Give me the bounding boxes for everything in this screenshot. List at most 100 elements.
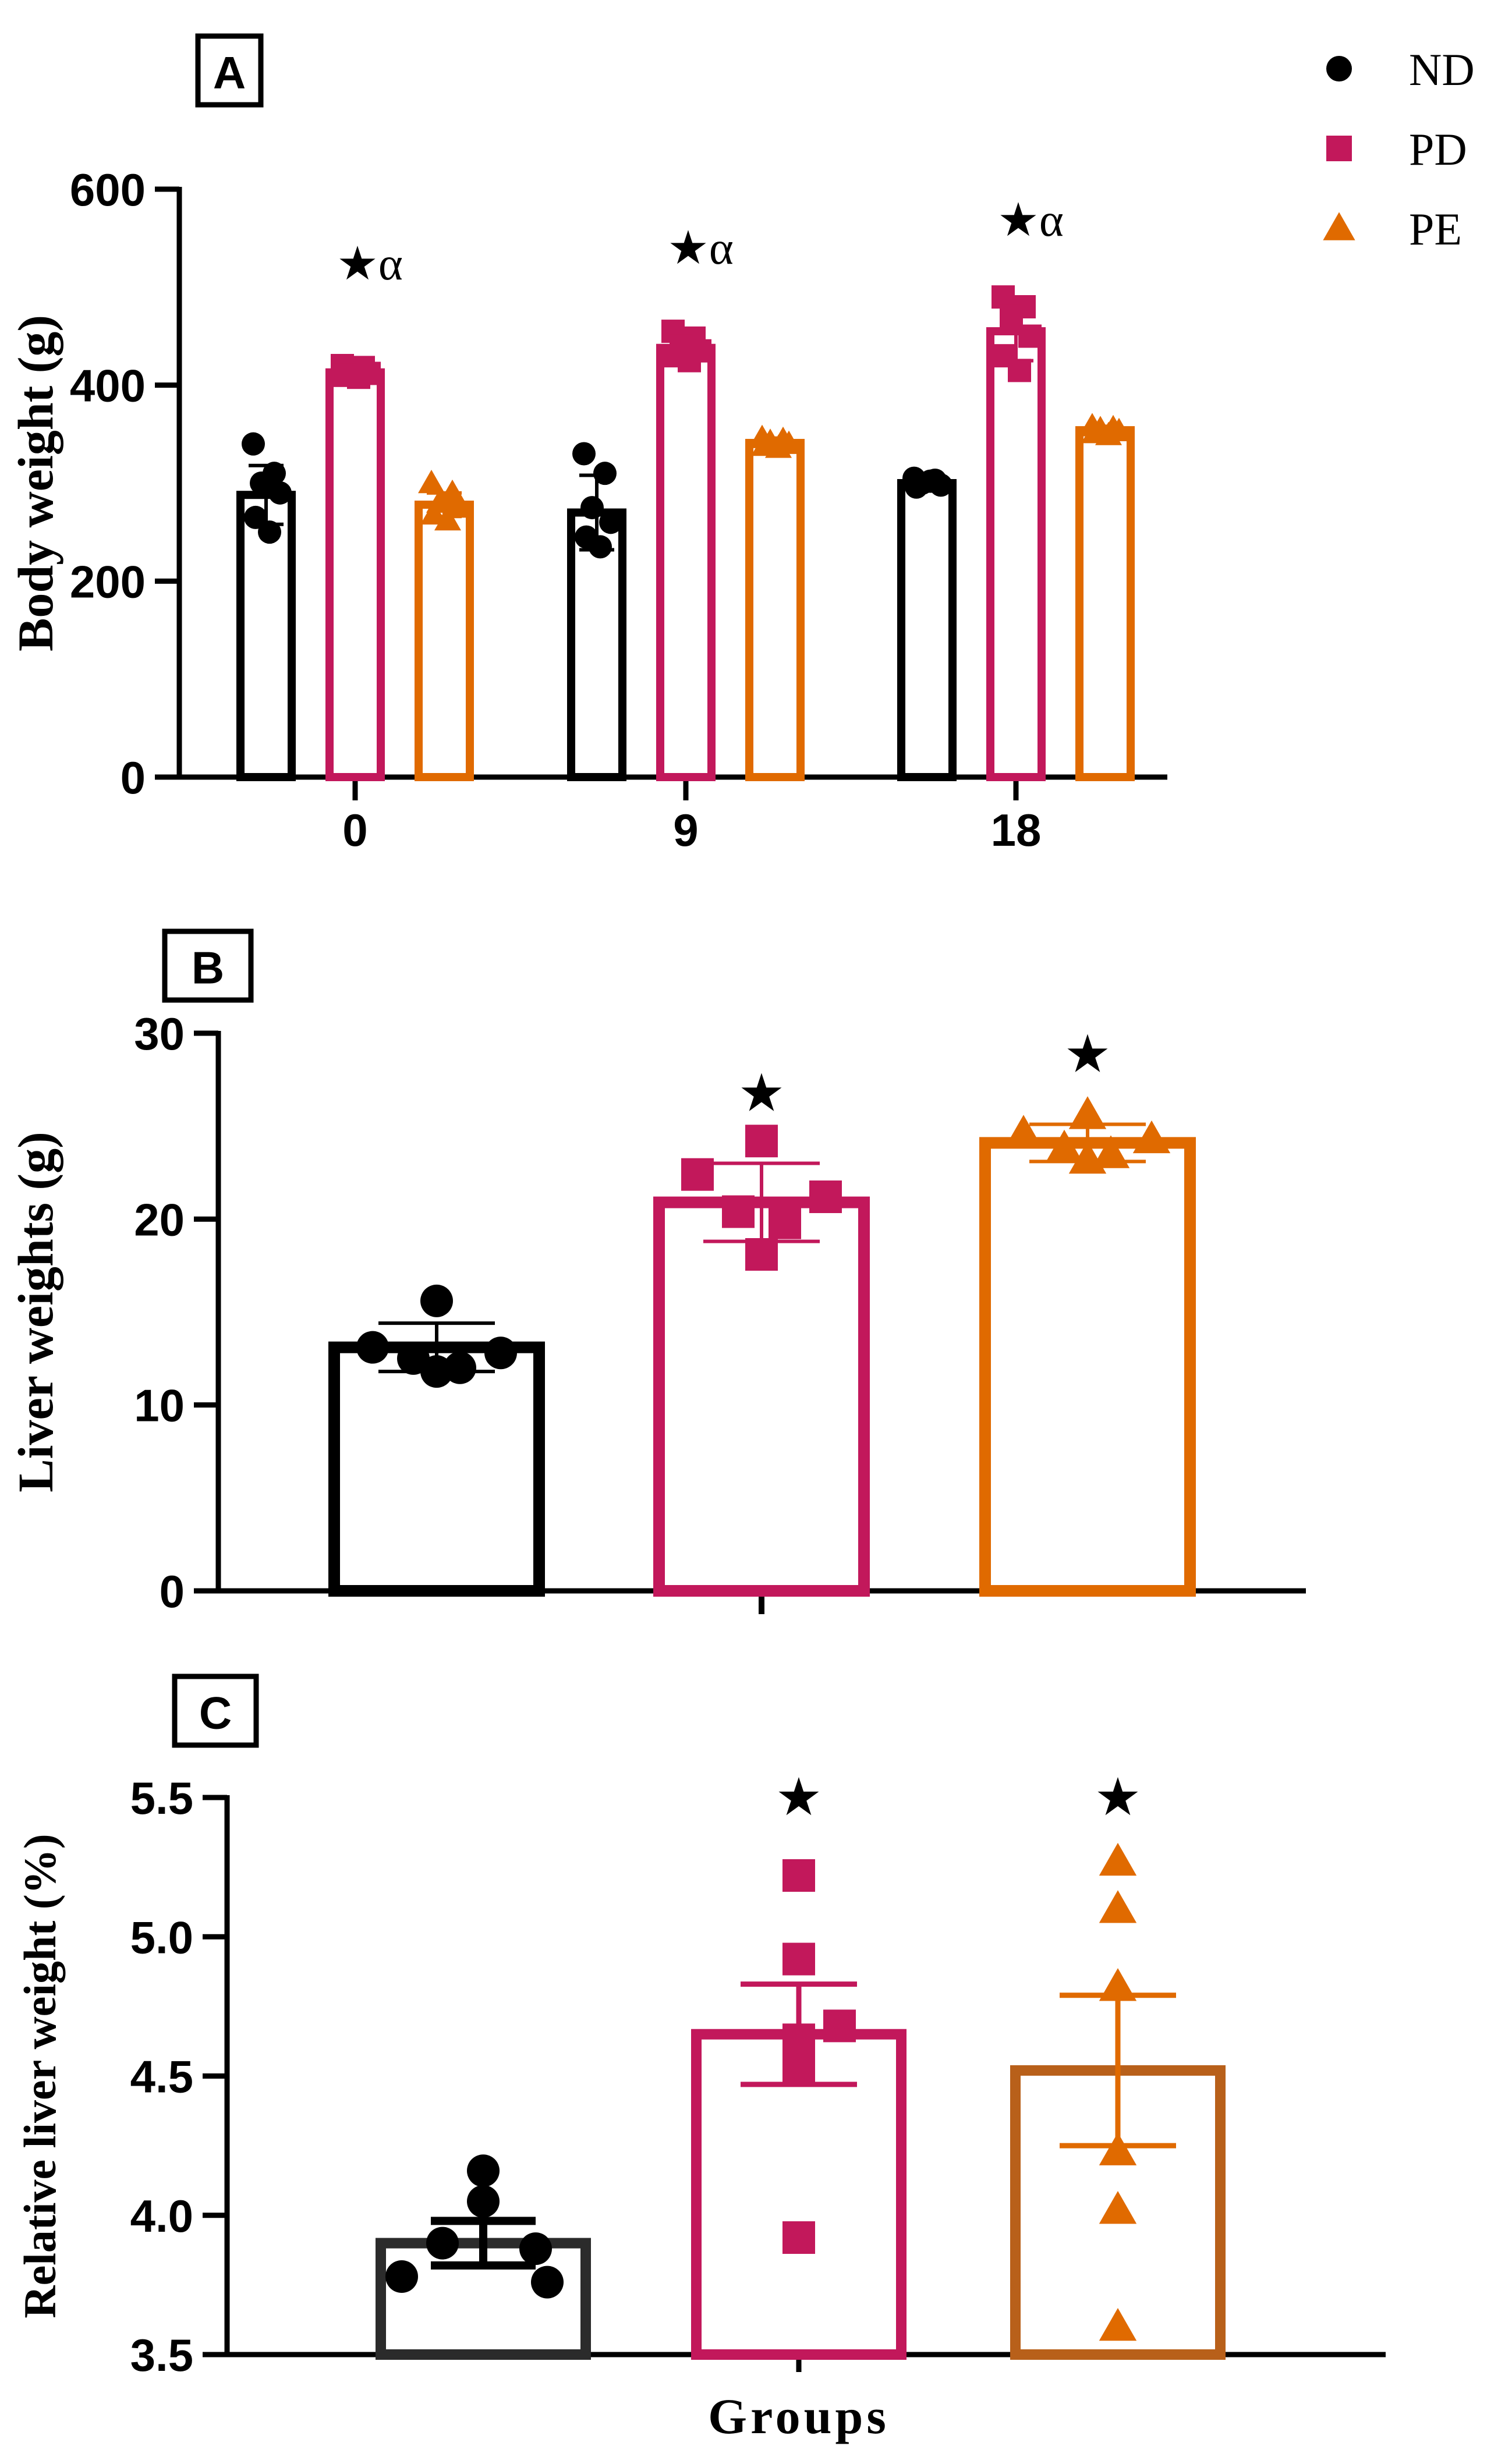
y-tick-label: 200 xyxy=(70,556,146,607)
data-point-pe xyxy=(1099,1842,1137,1876)
panel-label: C xyxy=(199,1687,232,1739)
y-tick-label: 400 xyxy=(70,360,146,412)
data-point-nd xyxy=(467,2185,500,2218)
x-tick-label: 9 xyxy=(673,804,698,856)
y-tick-label: 4.0 xyxy=(130,2190,193,2242)
panel-label-box xyxy=(195,33,264,108)
data-point-pe xyxy=(1099,2190,1137,2224)
data-point-pe xyxy=(434,506,461,531)
panel-label-box xyxy=(172,1674,259,1748)
legend-marker-pd xyxy=(1326,136,1352,161)
bar-pd-0 xyxy=(325,368,385,781)
data-point-pd xyxy=(782,2221,815,2254)
significance-annotation: ★α xyxy=(667,223,734,274)
data-point-pd xyxy=(347,366,370,389)
data-point-nd xyxy=(268,481,292,505)
significance-annotation: ★ xyxy=(1064,1026,1111,1083)
data-point-nd xyxy=(519,2232,552,2266)
x-tick-label: 18 xyxy=(991,804,1042,856)
bar-nd-18 xyxy=(897,479,957,781)
legend: ND PD PE xyxy=(1323,44,1475,254)
y-axis-label: Relative liver weight (%) xyxy=(15,1834,65,2318)
data-point-pe xyxy=(1095,421,1122,445)
data-point-pd xyxy=(681,1158,714,1191)
data-point-nd xyxy=(250,471,273,495)
panel-label: B xyxy=(192,942,224,994)
y-tick-label: 10 xyxy=(134,1380,185,1431)
y-tick-label: 600 xyxy=(70,164,146,215)
data-point-pe xyxy=(1068,1096,1107,1129)
data-point-pd xyxy=(745,1125,778,1158)
x-axis-label: Groups xyxy=(708,2388,890,2444)
data-point-pe xyxy=(1099,2307,1137,2341)
y-tick-label: 30 xyxy=(134,1008,185,1059)
data-point-pd xyxy=(782,1859,815,1892)
data-point-nd xyxy=(599,510,622,534)
bar-pe-0 xyxy=(415,501,474,781)
y-tick-label: 5.5 xyxy=(130,1772,193,1824)
data-point-nd xyxy=(580,496,604,520)
y-tick-label: 0 xyxy=(160,1566,185,1617)
data-point-nd xyxy=(593,462,617,485)
data-point-pd xyxy=(1000,304,1023,328)
data-point-pd xyxy=(782,2023,815,2057)
data-point-nd xyxy=(484,1336,517,1370)
legend-label-pe: PE xyxy=(1409,204,1462,254)
y-tick-label: 3.5 xyxy=(130,2330,193,2381)
data-point-pd xyxy=(722,1195,755,1228)
data-point-pe xyxy=(1099,1890,1137,1923)
data-point-pe xyxy=(1004,1115,1043,1148)
bar-pd xyxy=(691,2029,907,2360)
data-point-pe xyxy=(1068,1140,1107,1174)
data-point-pd xyxy=(1018,324,1042,348)
data-point-nd xyxy=(242,432,265,456)
y-tick-label: 5.0 xyxy=(130,1912,193,1963)
data-point-nd xyxy=(531,2266,564,2299)
y-tick-label: 4.5 xyxy=(130,2051,193,2103)
data-point-pd xyxy=(769,1206,801,1239)
panel-a: A 0 200 400 600 Body weight (g) 0 9 18 ★α ★α ★α xyxy=(8,33,1167,856)
data-point-nd xyxy=(356,1331,389,1364)
data-point-nd xyxy=(385,2260,418,2293)
data-point-pd xyxy=(678,349,701,373)
data-point-pe xyxy=(1099,1968,1137,2001)
data-point-nd xyxy=(572,442,596,466)
significance-annotation: ★ xyxy=(776,1769,823,1827)
legend-label-pd: PD xyxy=(1409,124,1467,175)
panel-c: C 3.5 4.0 4.5 5.0 5.5 Relative liver weight (%… xyxy=(15,1674,1386,2444)
data-point-pe xyxy=(765,434,792,458)
legend-marker-pe xyxy=(1323,212,1355,240)
panel-b: B 0 10 20 30 Liver weights (g) ★ ★ xyxy=(8,928,1306,1617)
legend-marker-nd xyxy=(1326,56,1352,81)
data-point-nd xyxy=(258,520,281,544)
data-point-pd xyxy=(823,2009,856,2043)
data-point-pe xyxy=(1092,1135,1130,1168)
significance-annotation: ★α xyxy=(997,195,1064,246)
data-point-pe xyxy=(1099,2132,1137,2165)
data-point-nd xyxy=(919,469,942,493)
y-tick-label: 0 xyxy=(121,752,146,803)
y-axis-label: Liver weights (g) xyxy=(8,1132,63,1492)
y-axis-label: Body weight (g) xyxy=(8,315,63,651)
data-point-pe xyxy=(445,494,472,518)
data-point-nd xyxy=(589,535,612,559)
data-point-pd xyxy=(809,1180,842,1214)
y-tick-label: 20 xyxy=(134,1194,185,1245)
bar-pd-18 xyxy=(986,327,1046,781)
data-point-nd xyxy=(426,2227,459,2260)
data-point-nd xyxy=(244,505,267,529)
data-point-pd xyxy=(745,1238,778,1271)
significance-annotation: ★ xyxy=(738,1065,785,1123)
data-point-pd xyxy=(782,2054,815,2087)
legend-label-nd: ND xyxy=(1409,44,1475,95)
data-point-pd xyxy=(1008,359,1031,382)
data-point-pd xyxy=(992,285,1015,309)
data-point-pe xyxy=(1045,1129,1083,1163)
x-tick-label: 0 xyxy=(342,804,367,856)
data-point-pe xyxy=(418,470,445,494)
data-point-nd xyxy=(467,2154,500,2188)
data-point-pe xyxy=(1132,1120,1171,1154)
bar-pd-9 xyxy=(656,343,716,781)
data-point-nd xyxy=(420,1284,453,1317)
